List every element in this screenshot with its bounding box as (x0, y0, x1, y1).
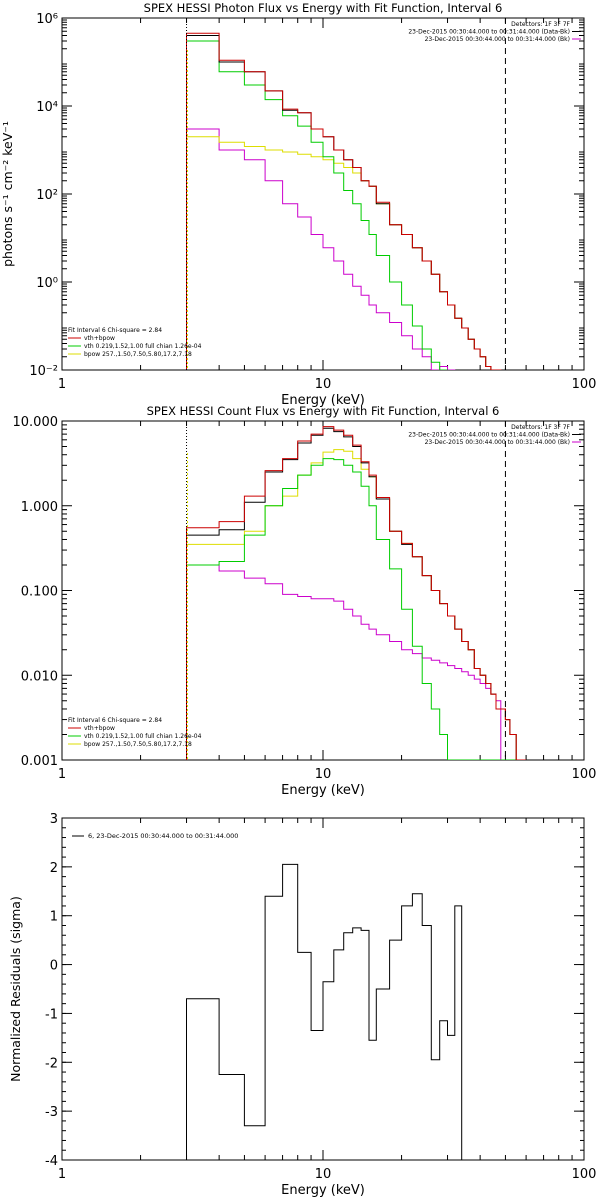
series-vth-line (186, 458, 527, 760)
legend-top-right-entry: 23-Dec-2015 00:30:44.000 to 00:31:44.000… (425, 439, 570, 446)
x-tick-label: 1 (58, 377, 66, 392)
y-tick-label: -4 (45, 1154, 58, 1169)
y-tick-label: 10.000 (13, 415, 59, 430)
legend-top-right-entry: 23-Dec-2015 00:30:44.000 to 00:31:44.000… (408, 432, 570, 439)
y-tick-label: 10⁶ (36, 12, 58, 27)
y-tick-label: 3 (50, 812, 58, 827)
y-tick-label: 10⁴ (36, 100, 58, 115)
y-tick-label: 1 (50, 910, 58, 925)
x-tick-label: 10 (315, 767, 332, 782)
y-tick-label: 2 (50, 861, 58, 876)
y-tick-label: 0 (50, 959, 58, 974)
x-axis-label: Energy (keV) (281, 783, 365, 798)
legend-bottom-left-entry: vth 0.219,1.52,1.00 full chian 1.26e-04 (84, 343, 202, 350)
x-tick-label: 1 (58, 1167, 66, 1182)
series-total-line (186, 863, 463, 1160)
chart-panel-2: SPEX HESSI Count Flux vs Energy with Fit… (13, 404, 597, 798)
x-tick-label: 10 (315, 377, 332, 392)
legend-bottom-left-entry: vth+bpow (84, 725, 115, 732)
x-axis-label: Energy (keV) (281, 1183, 365, 1198)
legend-bottom-left-entry: Fit Interval 6 Chi-square = 2.84 (68, 717, 162, 724)
y-tick-label: -3 (45, 1105, 58, 1120)
legend-top-right-entry: 23-Dec-2015 00:30:44.000 to 00:31:44.000… (425, 36, 570, 43)
y-tick-label: 10⁻² (29, 364, 58, 379)
y-tick-label: 10² (36, 188, 58, 203)
legend-bottom-left-entry: Fit Interval 6 Chi-square = 2.84 (68, 327, 162, 334)
chart-title: SPEX HESSI Count Flux vs Energy with Fit… (147, 404, 500, 418)
legend-top-right-entry: 23-Dec-2015 00:30:44.000 to 00:31:44.000… (408, 29, 570, 36)
series-bk-line (186, 128, 456, 370)
legend-bottom-left-entry: bpow 257.,1.50,7.50,5.80,17.2,7.18 (84, 351, 192, 358)
legend-bottom-left-entry: vth+bpow (84, 335, 115, 342)
legend-bottom-left-entry: bpow 257.,1.50,7.50,5.80,17.2,7.18 (84, 741, 192, 748)
x-tick-label: 100 (572, 377, 597, 392)
chart-panel-3: Energy (keV) Normalized Residuals (sigma)… (8, 812, 596, 1198)
chart-title: SPEX HESSI Photon Flux vs Energy with Fi… (144, 1, 503, 15)
legend-top-right-entry: Detectors: 1F 3F 7F (511, 21, 570, 28)
legend-top-left-entry: 6, 23-Dec-2015 00:30:44.000 to 00:31:44.… (88, 832, 238, 840)
y-tick-label: 1.000 (21, 500, 58, 515)
legend-top-right-entry: Detectors: 1F 3F 7F (511, 424, 570, 431)
y-axis-label: Normalized Residuals (sigma) (8, 896, 23, 1082)
y-tick-label: -2 (45, 1056, 58, 1071)
chart-panel-1: SPEX HESSI Photon Flux vs Energy with Fi… (0, 1, 596, 408)
y-tick-label: 0.100 (21, 585, 58, 600)
series-bk-line (186, 564, 527, 760)
series-bpow-line (186, 136, 502, 370)
series-sum-line (186, 32, 502, 370)
series-total-line (186, 35, 502, 370)
y-axis-label: photons s⁻¹ cm⁻² keV⁻¹ (0, 121, 15, 267)
series-sum-line (186, 426, 527, 760)
x-tick-label: 100 (572, 767, 597, 782)
y-tick-label: 10⁰ (36, 276, 58, 291)
y-tick-label: -1 (45, 1007, 58, 1022)
x-tick-label: 100 (572, 1167, 597, 1182)
y-tick-label: 0.010 (21, 669, 58, 684)
series-vth-line (186, 40, 448, 370)
x-axis-label: Energy (keV) (281, 393, 365, 408)
legend-bottom-left-entry: vth 0.219,1.52,1.00 full chian 1.26e-04 (84, 733, 202, 740)
series-total-line (186, 427, 527, 760)
y-tick-label: 0.001 (21, 754, 58, 769)
x-tick-label: 1 (58, 767, 66, 782)
x-tick-label: 10 (315, 1167, 332, 1182)
series-bpow-line (186, 449, 527, 760)
